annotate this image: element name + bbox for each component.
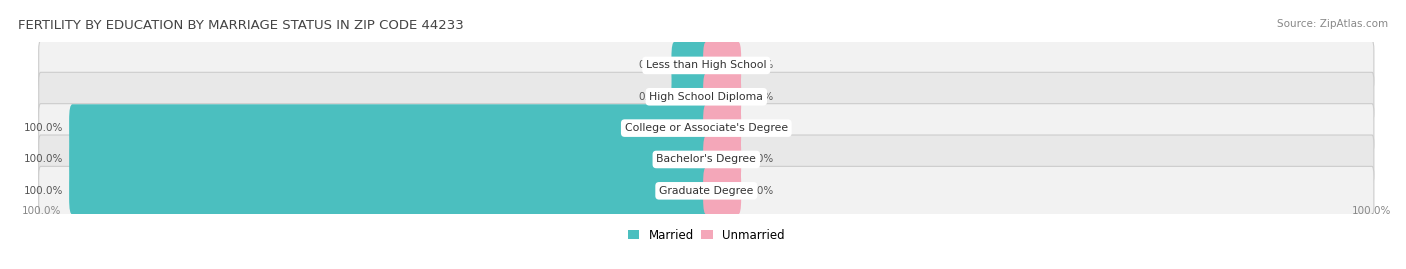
Text: High School Diploma: High School Diploma <box>650 92 763 102</box>
Text: 100.0%: 100.0% <box>1351 206 1391 216</box>
Text: 100.0%: 100.0% <box>24 123 63 133</box>
FancyBboxPatch shape <box>39 72 1374 121</box>
FancyBboxPatch shape <box>39 104 1374 153</box>
FancyBboxPatch shape <box>703 167 741 215</box>
FancyBboxPatch shape <box>703 136 741 183</box>
Text: 100.0%: 100.0% <box>21 206 60 216</box>
FancyBboxPatch shape <box>672 73 710 121</box>
Text: FERTILITY BY EDUCATION BY MARRIAGE STATUS IN ZIP CODE 44233: FERTILITY BY EDUCATION BY MARRIAGE STATU… <box>18 19 464 32</box>
FancyBboxPatch shape <box>69 104 710 152</box>
FancyBboxPatch shape <box>672 42 710 89</box>
Text: Graduate Degree: Graduate Degree <box>659 186 754 196</box>
FancyBboxPatch shape <box>703 73 741 121</box>
FancyBboxPatch shape <box>69 167 710 215</box>
Text: 100.0%: 100.0% <box>24 154 63 164</box>
Text: 0.0%: 0.0% <box>748 92 773 102</box>
Text: Source: ZipAtlas.com: Source: ZipAtlas.com <box>1277 19 1388 29</box>
Text: 0.0%: 0.0% <box>748 186 773 196</box>
Text: 0.0%: 0.0% <box>748 61 773 70</box>
Text: Less than High School: Less than High School <box>645 61 766 70</box>
Text: College or Associate's Degree: College or Associate's Degree <box>624 123 787 133</box>
Text: 0.0%: 0.0% <box>638 92 665 102</box>
Text: 100.0%: 100.0% <box>24 186 63 196</box>
FancyBboxPatch shape <box>69 136 710 183</box>
FancyBboxPatch shape <box>703 42 741 89</box>
FancyBboxPatch shape <box>39 166 1374 215</box>
FancyBboxPatch shape <box>39 41 1374 90</box>
Legend: Married, Unmarried: Married, Unmarried <box>623 224 790 246</box>
Text: 0.0%: 0.0% <box>748 154 773 164</box>
FancyBboxPatch shape <box>703 104 741 152</box>
FancyBboxPatch shape <box>39 135 1374 184</box>
Text: 0.0%: 0.0% <box>638 61 665 70</box>
Text: Bachelor's Degree: Bachelor's Degree <box>657 154 756 164</box>
Text: 0.0%: 0.0% <box>748 123 773 133</box>
